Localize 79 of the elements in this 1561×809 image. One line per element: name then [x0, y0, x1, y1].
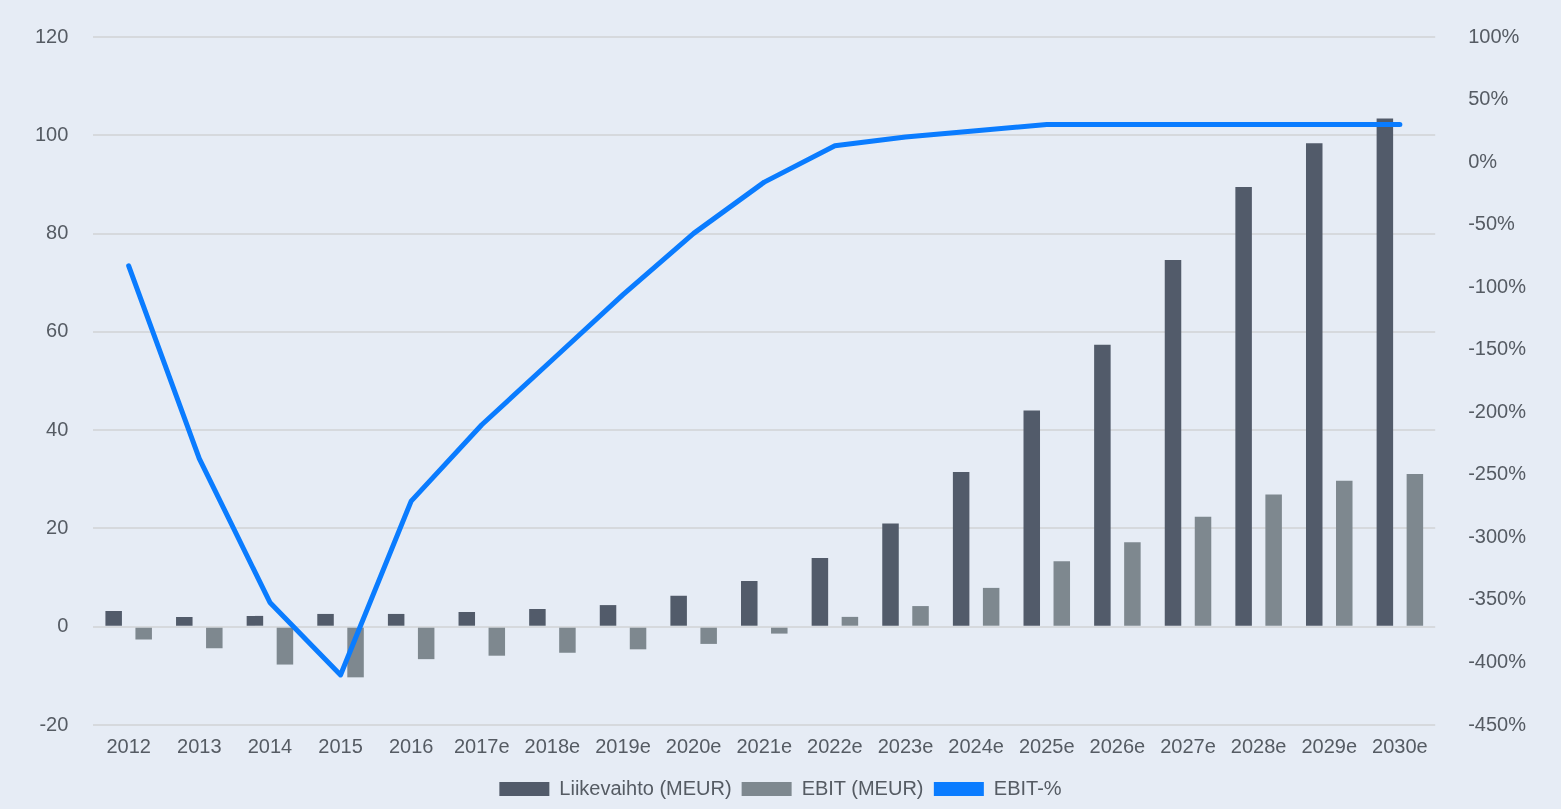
- bar: [1305, 143, 1323, 626]
- y-tick-label: 100: [34, 122, 69, 145]
- bar: [1053, 561, 1071, 626]
- y-tick-label: 0: [57, 614, 69, 637]
- y2-tick-label: -50%: [1468, 212, 1516, 235]
- y-tick-label: 60: [46, 319, 69, 342]
- x-tick-label: 2028e: [1230, 734, 1287, 757]
- y-tick-label: 20: [46, 515, 69, 538]
- y2-tick-label: -450%: [1468, 712, 1527, 735]
- x-tick-label: 2018e: [524, 734, 581, 757]
- legend-label: EBIT-%: [993, 776, 1062, 799]
- bar: [206, 627, 223, 649]
- bar: [841, 616, 859, 626]
- bar: [529, 609, 546, 626]
- bar: [1094, 344, 1111, 626]
- bar: [1235, 186, 1252, 626]
- bar: [1336, 480, 1353, 626]
- bar: [982, 587, 1000, 626]
- bar: [417, 627, 435, 660]
- x-tick-label: 2015: [318, 734, 363, 757]
- x-tick-label: 2016: [388, 734, 434, 757]
- x-tick-label: 2027e: [1160, 734, 1216, 757]
- bar: [176, 616, 193, 626]
- x-tick-label: 2017e: [453, 734, 510, 757]
- bar: [1164, 260, 1182, 626]
- x-tick-label: 2014: [247, 734, 293, 757]
- bar: [559, 627, 576, 653]
- bar: [1406, 473, 1424, 626]
- bar: [700, 627, 717, 644]
- bar: [599, 605, 617, 626]
- bar: [771, 627, 788, 634]
- bar: [105, 610, 122, 626]
- x-tick-label: 2024e: [948, 734, 1004, 757]
- bar: [1194, 516, 1212, 626]
- x-tick-label: 2026e: [1089, 734, 1146, 757]
- y2-tick-label: -100%: [1468, 274, 1527, 297]
- y-tick-label: 40: [46, 417, 69, 440]
- x-tick-label: 2021e: [736, 734, 793, 757]
- x-tick-label: 2025e: [1018, 734, 1075, 757]
- x-tick-label: 2020e: [665, 734, 722, 757]
- bar: [1124, 542, 1141, 626]
- x-tick-label: 2012: [106, 734, 151, 757]
- bar: [488, 627, 506, 656]
- y2-tick-label: -400%: [1468, 649, 1527, 672]
- bar: [458, 611, 476, 626]
- y2-tick-label: 50%: [1468, 87, 1509, 110]
- bar: [952, 471, 970, 626]
- bar: [1023, 410, 1041, 626]
- x-tick-label: 2013: [177, 734, 222, 757]
- y-tick-label: 80: [46, 221, 69, 244]
- bar: [317, 613, 334, 626]
- bar: [1265, 494, 1282, 626]
- x-tick-label: 2023e: [877, 734, 934, 757]
- y2-tick-label: -300%: [1468, 524, 1527, 547]
- y2-tick-label: -250%: [1468, 462, 1527, 485]
- bar: [741, 581, 758, 626]
- y2-tick-label: -200%: [1468, 399, 1527, 422]
- y-tick-label: 120: [34, 24, 69, 47]
- bar: [135, 627, 152, 640]
- bar: [629, 627, 647, 650]
- y2-tick-label: -350%: [1468, 587, 1527, 610]
- bar: [882, 523, 899, 626]
- x-tick-label: 2022e: [807, 734, 863, 757]
- legend-label: EBIT (MEUR): [801, 776, 924, 799]
- y2-tick-label: 0%: [1468, 149, 1498, 172]
- bar: [912, 606, 929, 626]
- x-tick-label: 2029e: [1301, 734, 1358, 757]
- bar: [670, 595, 687, 626]
- y2-tick-label: 100%: [1468, 24, 1520, 47]
- y-tick-label: -20: [39, 712, 69, 735]
- bar: [1376, 118, 1394, 626]
- bar: [276, 627, 294, 665]
- y2-tick-label: -150%: [1468, 337, 1527, 360]
- bar: [811, 557, 829, 626]
- bar: [387, 613, 405, 626]
- x-tick-label: 2019e: [595, 734, 651, 757]
- bar: [246, 615, 264, 626]
- x-tick-label: 2030e: [1372, 734, 1428, 757]
- legend-label: Liikevaihto (MEUR): [559, 776, 732, 799]
